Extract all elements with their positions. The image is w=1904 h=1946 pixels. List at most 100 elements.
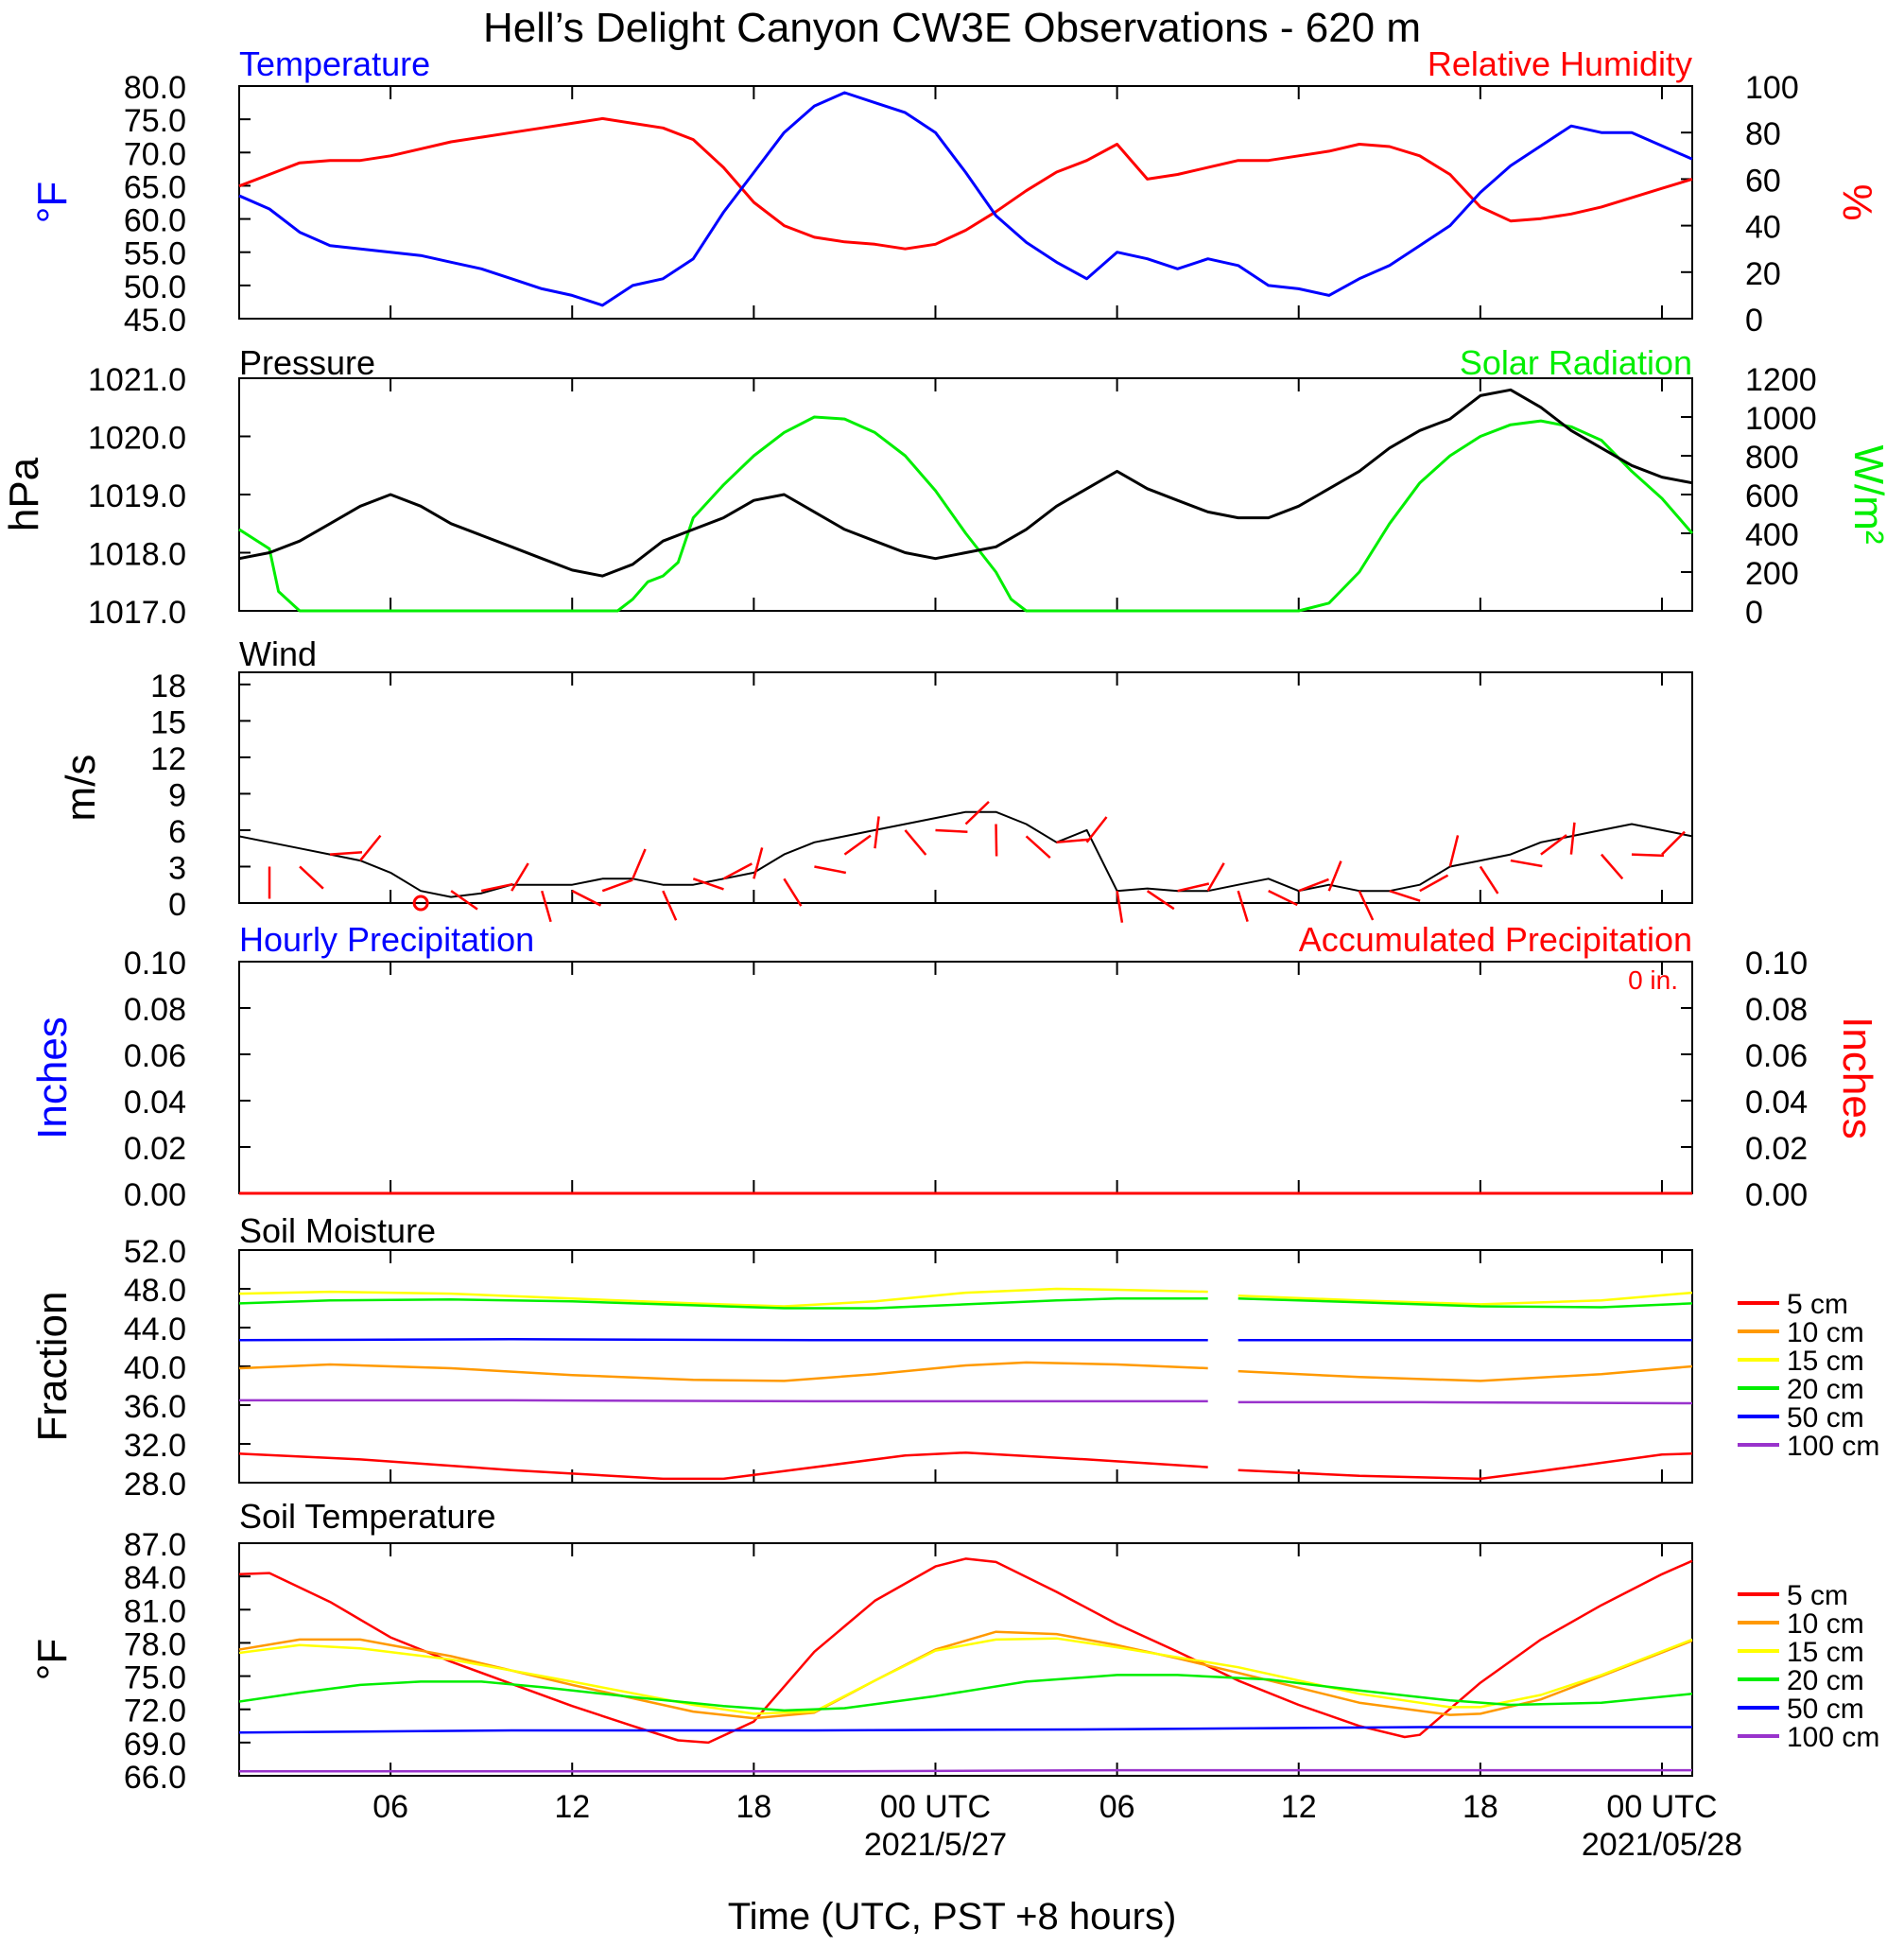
y2-tick-label: 200 — [1745, 556, 1799, 592]
y-axis-unit-left: Inches — [29, 1016, 76, 1139]
legend-label: 20 cm — [1787, 1374, 1864, 1405]
y-tick-label: 36.0 — [124, 1389, 186, 1425]
y-axis-unit-left: °F — [29, 1639, 76, 1680]
panel-precipitation: Hourly Precipitation Accumulated Precipit… — [29, 920, 1880, 1213]
panel-pressure-solar: Pressure Solar Radiation 1021.0 1020.0 1019.… — [1, 343, 1892, 631]
x-tick-label: 12 — [1281, 1789, 1317, 1825]
wind-barb — [1448, 835, 1460, 867]
y2-tick-label: 0.10 — [1745, 946, 1808, 982]
panel-title-temperature: Temperature — [239, 44, 430, 83]
y2-tick-label: 0.04 — [1745, 1085, 1808, 1121]
soil-temperature-line — [238, 1637, 1693, 1715]
soil-temperature-line — [238, 1726, 1692, 1734]
wind-barb — [329, 851, 363, 856]
panel-title-humidity: Relative Humidity — [1428, 44, 1692, 83]
wind-barb — [1025, 835, 1051, 860]
y-tick-label: 55.0 — [124, 236, 186, 272]
y-tick-label: 15 — [150, 704, 186, 740]
y-tick-label: 0.06 — [124, 1038, 186, 1074]
wind-barb — [1389, 889, 1421, 902]
pressure-line — [238, 388, 1693, 578]
wind-barb — [1268, 890, 1298, 907]
x-tick-label: 00 UTC — [1606, 1789, 1717, 1825]
soil-moisture-line — [239, 1399, 1693, 1405]
wind-barb — [874, 816, 880, 849]
wind-barb — [1206, 862, 1225, 892]
x-tick-label: 18 — [1463, 1789, 1498, 1825]
y-axis-unit-right: Inches — [1834, 1016, 1880, 1139]
wind-barb — [1540, 834, 1567, 856]
y2-tick-label: 80 — [1745, 116, 1781, 152]
wind-barb — [1177, 882, 1210, 893]
wind-barb — [783, 877, 803, 907]
y-tick-label: 44.0 — [124, 1312, 186, 1347]
y-axis-unit-left: m/s — [58, 755, 104, 822]
y-tick-label: 87.0 — [124, 1527, 186, 1563]
soil-temperature-line — [238, 1557, 1693, 1745]
solar-radiation-line — [238, 415, 1694, 613]
plot-frame — [238, 377, 1693, 612]
y-tick-label: 48.0 — [124, 1273, 186, 1309]
temperature-line — [238, 91, 1693, 307]
legend-label: 10 cm — [1787, 1317, 1864, 1348]
panel-title-soil-temperature: Soil Temperature — [239, 1497, 495, 1536]
wind-barb — [359, 834, 382, 861]
y2-tick-label: 0 — [1745, 595, 1763, 631]
y-tick-label: 70.0 — [124, 136, 186, 172]
panel-soil-temperature: Soil Temperature 87.084.081.078.075.072.0… — [29, 1497, 1879, 1863]
plot-frame — [238, 671, 1693, 904]
wind-barb — [1237, 890, 1249, 923]
y2-tick-label: 0.00 — [1745, 1177, 1808, 1213]
panel-title-hourly-precip: Hourly Precipitation — [239, 920, 534, 959]
y2-tick-label: 20 — [1745, 256, 1781, 292]
y2-tick-label: 400 — [1745, 517, 1799, 553]
soil-moisture-line — [238, 1297, 1693, 1310]
y-axis-unit-left: °F — [29, 182, 76, 223]
y-tick-label: 28.0 — [124, 1467, 186, 1503]
soil-temperature-line — [238, 1674, 1693, 1712]
wind-barb — [753, 847, 764, 879]
panel-soil-moisture: Soil Moisture 52.048.044.040.036.032.028.… — [29, 1211, 1879, 1503]
wind-barb — [1631, 853, 1664, 858]
soil-temperature-line — [239, 1768, 1692, 1773]
y-tick-label: 1017.0 — [88, 595, 186, 631]
panel-title-solar: Solar Radiation — [1460, 343, 1692, 382]
legend-label: 20 cm — [1787, 1665, 1864, 1696]
y-tick-label: 0.04 — [124, 1085, 186, 1121]
wind-barb — [571, 890, 602, 907]
legend-label: 10 cm — [1787, 1608, 1864, 1640]
y-tick-label: 0.08 — [124, 992, 186, 1028]
wind-barb-calm — [412, 895, 429, 912]
wind-barb — [1327, 860, 1342, 892]
y-tick-label: 80.0 — [124, 70, 186, 106]
wind-barb — [511, 862, 529, 892]
y-tick-label: 32.0 — [124, 1428, 186, 1464]
wind-barb — [1479, 865, 1499, 895]
soil-moisture-line — [238, 1338, 1692, 1342]
wind-barb — [662, 890, 678, 921]
wind-barb — [843, 834, 872, 856]
soil-moisture-line — [238, 1451, 1693, 1481]
y2-tick-label: 800 — [1745, 440, 1799, 476]
y-tick-label: 1021.0 — [88, 362, 186, 398]
y2-tick-label: 1200 — [1745, 362, 1817, 398]
accum-precip-value: 0 in. — [1628, 965, 1678, 995]
wind-barb — [904, 829, 927, 856]
chart-title: Hell’s Delight Canyon CW3E Observations … — [483, 5, 1421, 51]
x-date-label: 2021/05/28 — [1582, 1827, 1742, 1863]
y2-tick-label: 0.06 — [1745, 1038, 1808, 1074]
panel-title-soil-moisture: Soil Moisture — [239, 1211, 436, 1250]
y-tick-label: 18 — [150, 669, 186, 704]
y-tick-label: 45.0 — [124, 303, 186, 339]
y-axis-unit-left: Fraction — [29, 1292, 76, 1442]
legend-label: 100 cm — [1787, 1722, 1879, 1753]
panel-title-accum-precip: Accumulated Precipitation — [1299, 920, 1692, 959]
plot-frame — [238, 85, 1693, 320]
y-tick-label: 50.0 — [124, 269, 186, 305]
wind-barb — [632, 848, 647, 879]
y-axis-unit-right: W/m² — [1845, 444, 1892, 544]
plot-frame — [238, 961, 1693, 1194]
y-tick-label: 1020.0 — [88, 421, 186, 457]
x-tick-label: 06 — [1099, 1789, 1135, 1825]
